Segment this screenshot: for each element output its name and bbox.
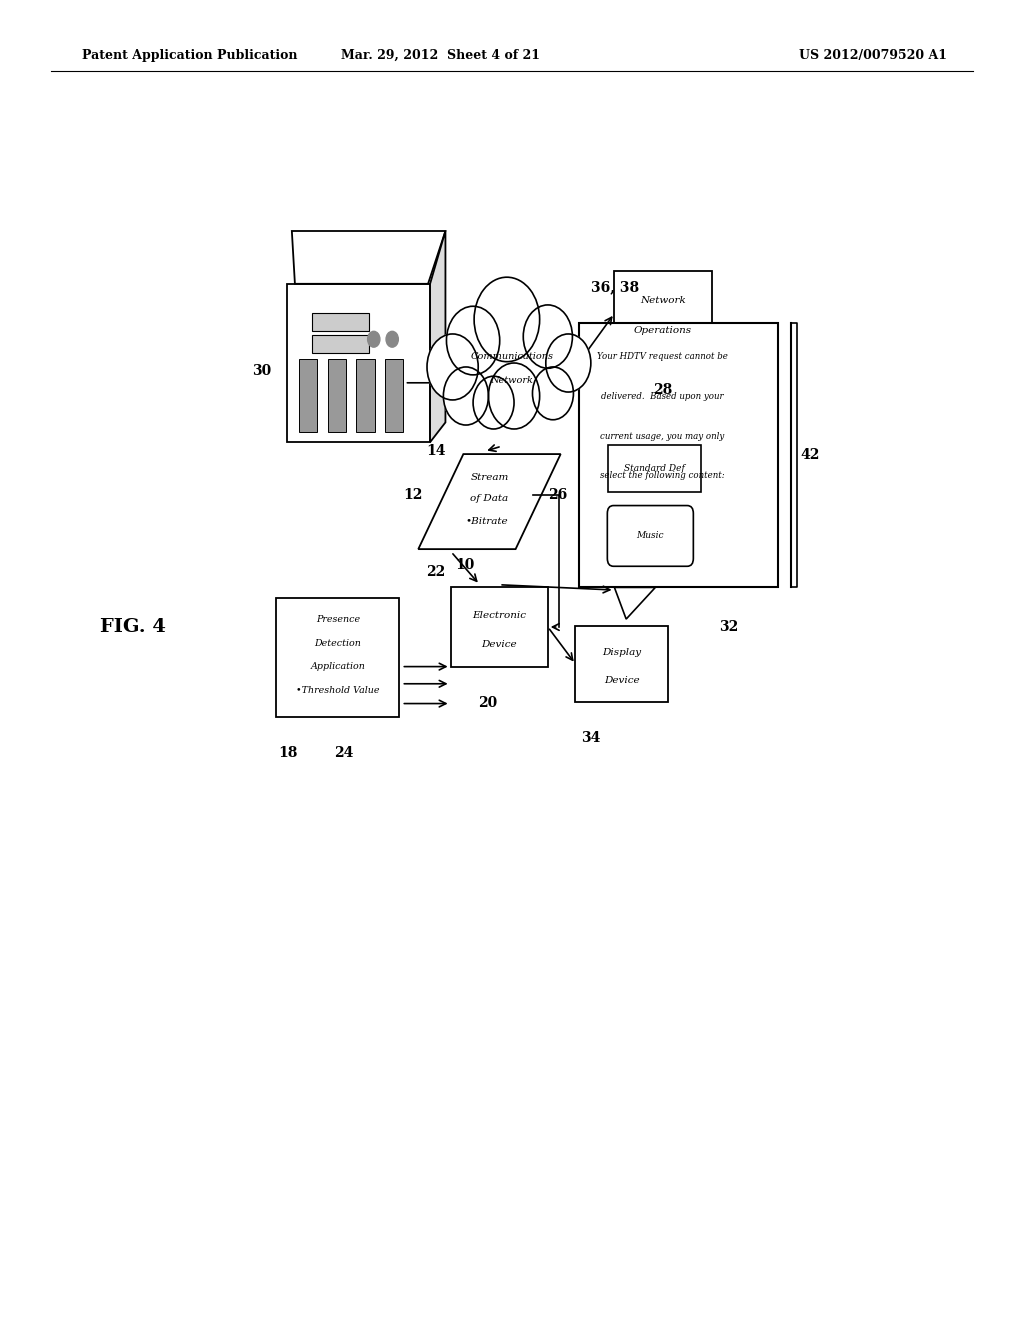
Text: 26: 26 (549, 488, 567, 502)
FancyBboxPatch shape (607, 506, 693, 566)
Text: •Threshold Value: •Threshold Value (296, 686, 380, 696)
Circle shape (386, 331, 398, 347)
Text: Standard Def: Standard Def (624, 465, 685, 473)
Text: Communications: Communications (470, 352, 554, 360)
Text: 34: 34 (581, 731, 600, 746)
FancyBboxPatch shape (312, 335, 369, 354)
Circle shape (368, 331, 380, 347)
FancyBboxPatch shape (312, 313, 369, 331)
FancyBboxPatch shape (451, 587, 548, 667)
Text: Operations: Operations (634, 326, 692, 335)
Text: 20: 20 (478, 696, 497, 710)
FancyBboxPatch shape (328, 359, 346, 432)
Text: 22: 22 (426, 565, 445, 579)
Text: FIG. 4: FIG. 4 (100, 618, 166, 636)
Text: 42: 42 (801, 449, 820, 462)
Text: 14: 14 (426, 445, 445, 458)
Text: 36, 38: 36, 38 (591, 280, 639, 294)
Text: US 2012/0079520 A1: US 2012/0079520 A1 (799, 49, 947, 62)
Text: Device: Device (604, 676, 639, 685)
Text: 18: 18 (279, 746, 298, 760)
Circle shape (427, 334, 478, 400)
Polygon shape (614, 587, 655, 619)
Text: of Data: of Data (470, 495, 509, 503)
Text: Application: Application (310, 663, 366, 672)
Circle shape (474, 277, 540, 362)
Text: select the following content:: select the following content: (600, 471, 725, 480)
Text: •Bitrate: •Bitrate (465, 517, 508, 525)
FancyBboxPatch shape (579, 323, 778, 587)
Text: Detection: Detection (314, 639, 361, 648)
Text: 32: 32 (719, 620, 738, 635)
Circle shape (523, 305, 572, 368)
Circle shape (443, 367, 488, 425)
Text: 28: 28 (653, 383, 673, 397)
Text: delivered.  Based upon your: delivered. Based upon your (601, 392, 724, 401)
Text: Your HDTV request cannot be: Your HDTV request cannot be (597, 352, 728, 362)
Circle shape (488, 363, 540, 429)
FancyBboxPatch shape (299, 359, 317, 432)
FancyBboxPatch shape (385, 359, 403, 432)
Circle shape (473, 376, 514, 429)
Circle shape (546, 334, 591, 392)
Text: 24: 24 (335, 746, 353, 760)
Polygon shape (418, 454, 561, 549)
Polygon shape (292, 231, 445, 284)
FancyBboxPatch shape (614, 271, 712, 356)
FancyBboxPatch shape (608, 445, 700, 492)
FancyBboxPatch shape (276, 598, 399, 717)
Text: Stream: Stream (470, 474, 509, 482)
Polygon shape (430, 231, 445, 442)
FancyBboxPatch shape (356, 359, 375, 432)
Text: Music: Music (637, 532, 665, 540)
Text: 12: 12 (403, 488, 422, 502)
Text: current usage, you may only: current usage, you may only (600, 432, 725, 441)
Text: Network: Network (490, 376, 534, 384)
Text: Patent Application Publication: Patent Application Publication (82, 49, 297, 62)
Text: Presence: Presence (315, 615, 360, 624)
Text: Mar. 29, 2012  Sheet 4 of 21: Mar. 29, 2012 Sheet 4 of 21 (341, 49, 540, 62)
Text: Device: Device (481, 640, 517, 649)
Circle shape (446, 306, 500, 375)
FancyBboxPatch shape (575, 626, 668, 702)
Text: Electronic: Electronic (472, 611, 526, 619)
Text: 10: 10 (456, 557, 475, 572)
Text: 30: 30 (252, 364, 271, 378)
Text: Display: Display (602, 648, 641, 657)
Text: Network: Network (640, 296, 686, 305)
FancyBboxPatch shape (287, 284, 430, 442)
Circle shape (532, 367, 573, 420)
